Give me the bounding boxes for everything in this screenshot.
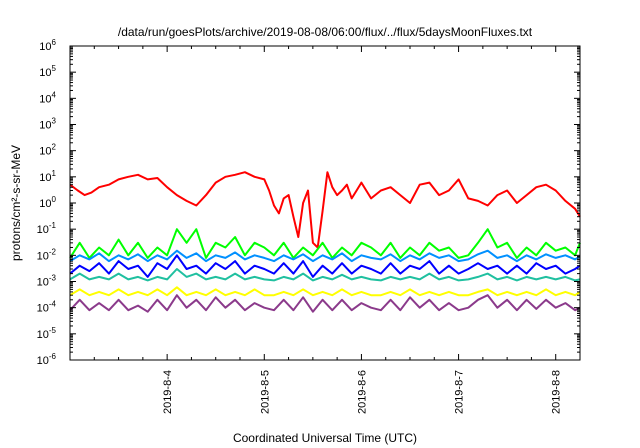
y-tick-label: 10-6	[37, 352, 57, 367]
series-line-1	[69, 171, 581, 249]
y-tick-label: 101	[39, 169, 56, 184]
x-tick-label: 2019-8-7	[454, 370, 466, 414]
y-axis: 10-6 10-5 10-4 10-3 10-2 10-1 100 101 102 103 104 1…	[37, 38, 580, 367]
y-tick-label: 10-1	[37, 221, 57, 236]
chart-title: /data/run/goesPlots/archive/2019-08-08/0…	[118, 25, 533, 39]
y-tick-label: 103	[39, 117, 56, 132]
x-axis-label: Coordinated Universal Time (UTC)	[233, 431, 417, 445]
series-line-7	[69, 294, 581, 313]
x-tick-label: 2019-8-6	[356, 370, 368, 414]
y-tick-label: 10-3	[37, 274, 57, 289]
y-tick-label: 102	[39, 143, 56, 158]
plot-frame	[69, 45, 581, 361]
x-tick-label: 2019-8-8	[551, 370, 563, 414]
x-tick-label: 2019-8-4	[162, 370, 174, 414]
x-axis: 2019-8-4 2019-8-5 2019-8-6 2019-8-7 2019-8-8	[93, 46, 581, 414]
series-line-6	[69, 286, 581, 297]
series-line-3	[69, 249, 581, 263]
series-line-4	[69, 254, 581, 278]
y-tick-label: 10-5	[37, 326, 57, 341]
y-tick-label: 10-2	[37, 247, 57, 262]
series-layer	[69, 171, 581, 313]
y-tick-label: 104	[39, 90, 56, 105]
y-tick-label: 106	[39, 38, 56, 53]
series-line-5	[69, 268, 581, 282]
y-tick-label: 105	[39, 64, 56, 79]
x-tick-label: 2019-8-5	[259, 370, 271, 414]
y-tick-label: 100	[39, 195, 56, 210]
series-line-2	[69, 228, 581, 259]
y-axis-label: protons/cm²-s-sr-MeV	[9, 145, 23, 261]
y-tick-label: 10-4	[37, 300, 57, 315]
